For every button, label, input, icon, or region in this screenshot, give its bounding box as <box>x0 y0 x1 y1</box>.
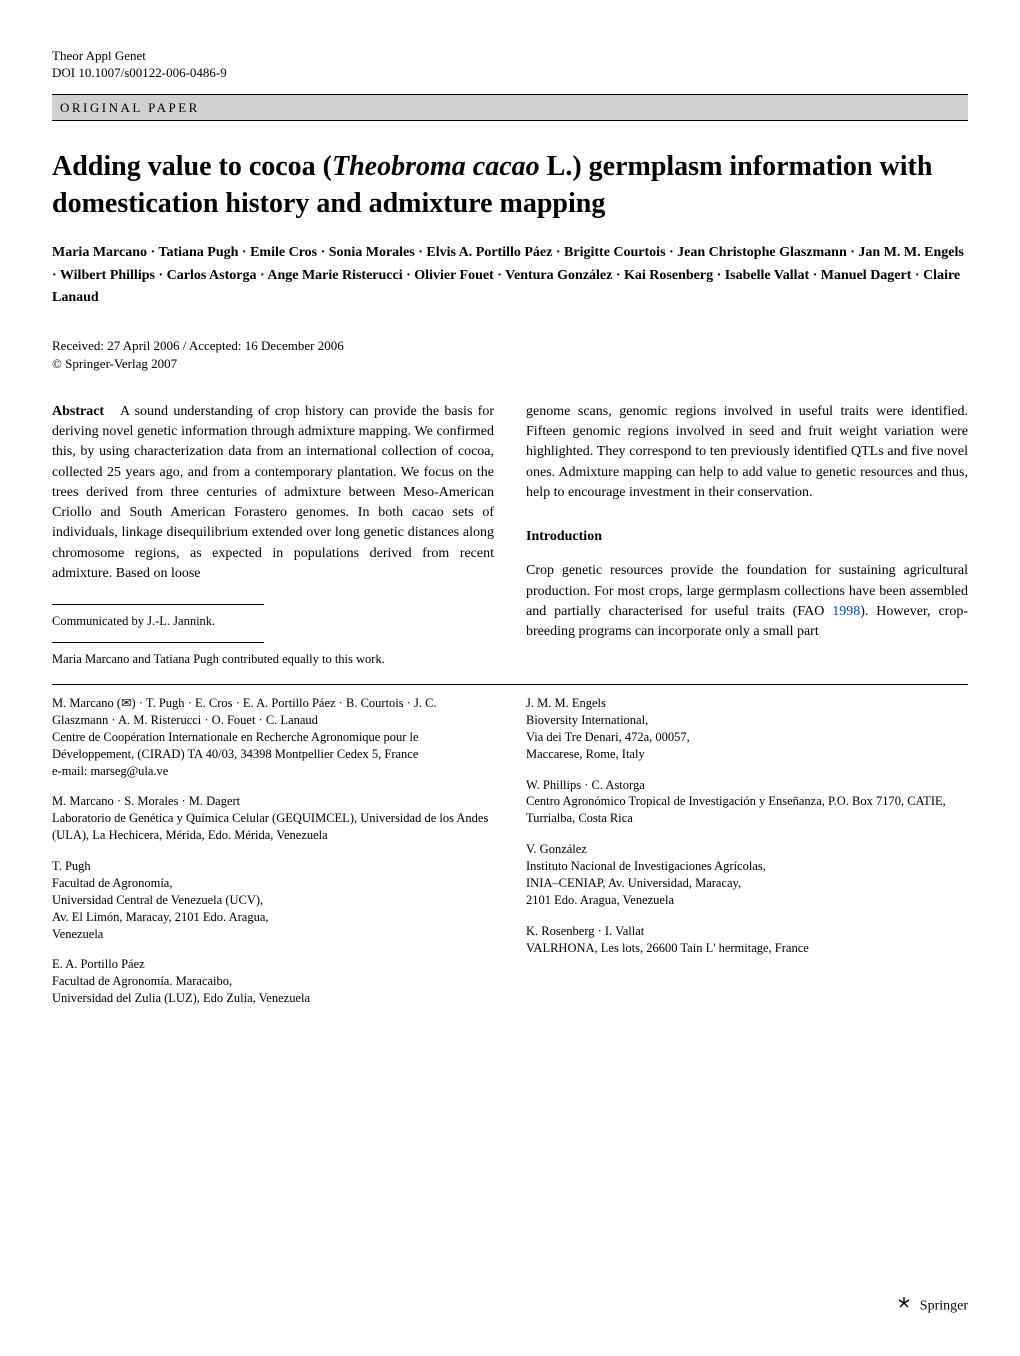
affiliation-names: V. González <box>526 841 968 858</box>
springer-icon <box>896 1295 912 1318</box>
citation-year-link[interactable]: 1998 <box>832 604 860 619</box>
paper-title: Adding value to cocoa (Theobroma cacao L… <box>52 149 968 222</box>
authors-list: Maria Marcano · Tatiana Pugh · Emile Cro… <box>52 242 968 309</box>
affiliation-email: e-mail: marseg@ula.ve <box>52 763 494 780</box>
journal-name: Theor Appl Genet <box>52 48 968 65</box>
communicated-note: Communicated by J.-L. Jannink. <box>52 613 494 630</box>
affiliation-address: Bioversity International, Via dei Tre De… <box>526 712 968 763</box>
affiliations-divider <box>52 684 968 685</box>
divider-bottom <box>52 120 968 121</box>
affiliation-address: Instituto Nacional de Investigaciones Ag… <box>526 858 968 909</box>
footnote-divider-1 <box>52 604 264 605</box>
affiliation-address: VALRHONA, Les lots, 26600 Tain L' hermit… <box>526 940 968 957</box>
column-left: Abstract A sound understanding of crop h… <box>52 402 494 680</box>
publisher-footer: Springer <box>896 1295 968 1318</box>
affiliation-block: E. A. Portillo Páez Facultad de Agronomí… <box>52 956 494 1007</box>
affiliation-block: M. Marcano · S. Morales · M. Dagert Labo… <box>52 793 494 844</box>
affiliation-names: E. A. Portillo Páez <box>52 956 494 973</box>
affiliations-right: J. M. M. Engels Bioversity International… <box>526 695 968 1021</box>
affiliations-columns: M. Marcano (✉) · T. Pugh · E. Cros · E. … <box>52 695 968 1021</box>
column-right: genome scans, genomic regions involved i… <box>526 402 968 680</box>
affiliation-address: Facultad de Agronomía, Universidad Centr… <box>52 875 494 943</box>
affiliation-block: M. Marcano (✉) · T. Pugh · E. Cros · E. … <box>52 695 494 779</box>
affiliation-address: Facultad de Agronomía. Maracaibo, Univer… <box>52 973 494 1007</box>
affiliation-block: W. Phillips · C. Astorga Centro Agronómi… <box>526 777 968 828</box>
journal-doi: DOI 10.1007/s00122-006-0486-9 <box>52 65 968 82</box>
journal-header: Theor Appl Genet DOI 10.1007/s00122-006-… <box>52 48 968 82</box>
affiliation-names: K. Rosenberg · I. Vallat <box>526 923 968 940</box>
affiliation-names: M. Marcano (✉) · T. Pugh · E. Cros · E. … <box>52 695 494 729</box>
title-part-1: Adding value to cocoa ( <box>52 151 332 182</box>
abstract-paragraph: Abstract A sound understanding of crop h… <box>52 402 494 585</box>
affiliation-names: T. Pugh <box>52 858 494 875</box>
publisher-name: Springer <box>920 1299 968 1314</box>
received-dates: Received: 27 April 2006 / Accepted: 16 D… <box>52 337 968 355</box>
affiliation-block: K. Rosenberg · I. Vallat VALRHONA, Les l… <box>526 923 968 957</box>
section-label: ORIGINAL PAPER <box>52 95 968 121</box>
footnote-section: Communicated by J.-L. Jannink. Maria Mar… <box>52 604 494 668</box>
title-italic: Theobroma cacao <box>332 151 540 182</box>
introduction-heading: Introduction <box>526 527 968 547</box>
affiliation-block: V. González Instituto Nacional de Invest… <box>526 841 968 909</box>
introduction-paragraph: Crop genetic resources provide the found… <box>526 561 968 642</box>
abstract-continuation: genome scans, genomic regions involved i… <box>526 402 968 503</box>
footnote-divider-2 <box>52 642 264 643</box>
contributed-note: Maria Marcano and Tatiana Pugh contribut… <box>52 651 494 668</box>
affiliation-names: M. Marcano · S. Morales · M. Dagert <box>52 793 494 810</box>
content-columns: Abstract A sound understanding of crop h… <box>52 402 968 680</box>
affiliation-address: Laboratorio de Genética y Química Celula… <box>52 810 494 844</box>
received-info: Received: 27 April 2006 / Accepted: 16 D… <box>52 337 968 373</box>
affiliation-names: W. Phillips · C. Astorga <box>526 777 968 794</box>
affiliation-names: J. M. M. Engels <box>526 695 968 712</box>
affiliation-block: T. Pugh Facultad de Agronomía, Universid… <box>52 858 494 942</box>
affiliations-left: M. Marcano (✉) · T. Pugh · E. Cros · E. … <box>52 695 494 1021</box>
affiliation-address: Centre de Coopération Internationale en … <box>52 729 494 763</box>
copyright-line: © Springer-Verlag 2007 <box>52 355 968 373</box>
affiliation-address: Centro Agronómico Tropical de Investigac… <box>526 793 968 827</box>
abstract-body: A sound understanding of crop history ca… <box>52 404 494 581</box>
abstract-label: Abstract <box>52 404 104 419</box>
affiliation-block: J. M. M. Engels Bioversity International… <box>526 695 968 763</box>
